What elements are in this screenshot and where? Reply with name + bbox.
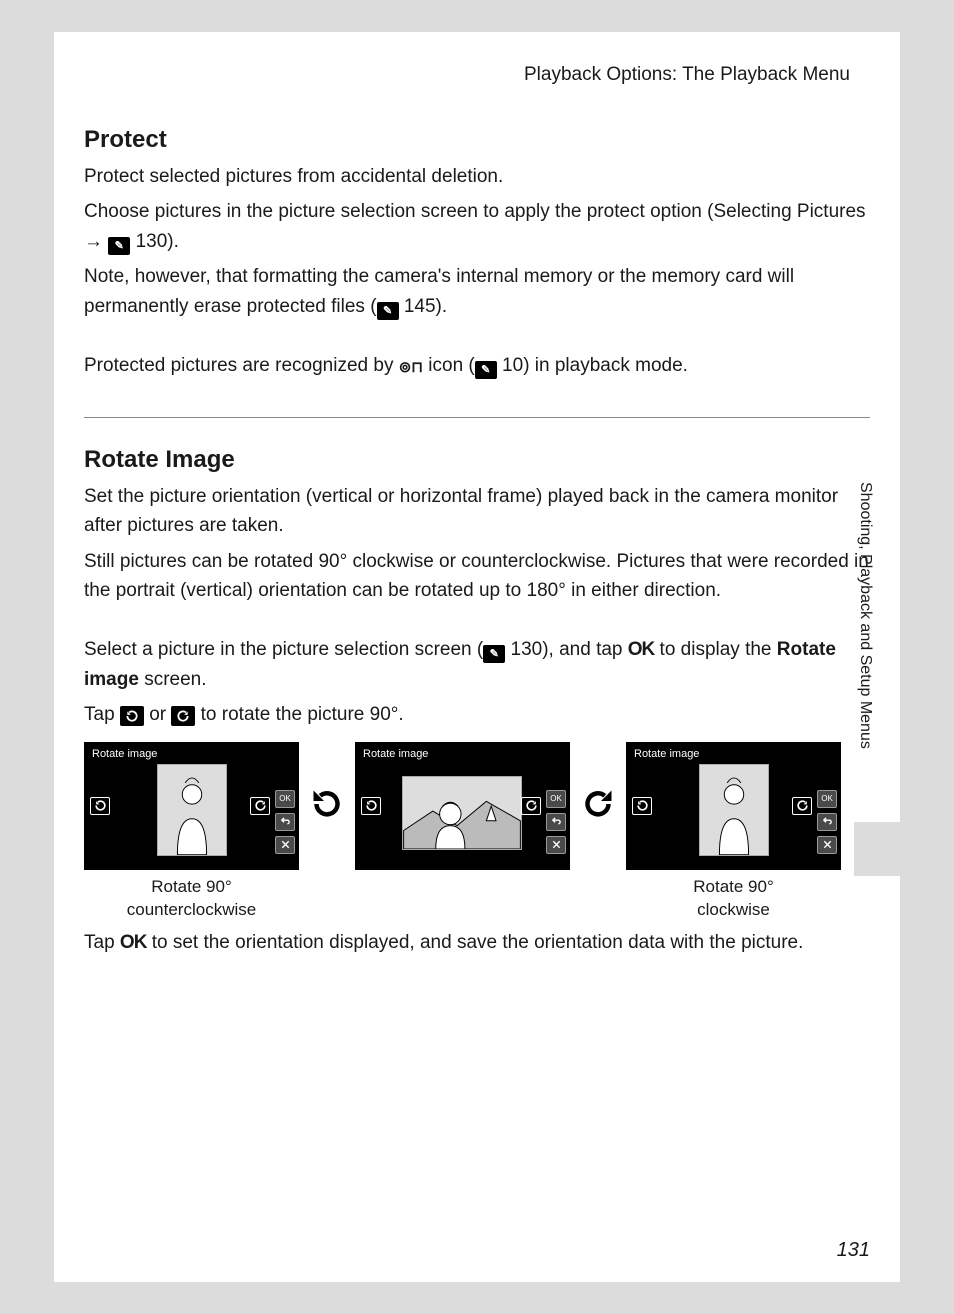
- rotate-p3b: ), and tap: [542, 639, 628, 660]
- rotate-p5a: Tap: [84, 932, 120, 953]
- chapter-header: Playback Options: The Playback Menu: [54, 64, 900, 86]
- screen-title: Rotate image: [363, 748, 428, 760]
- preview-portrait: [699, 764, 769, 856]
- caption-cw-line1: Rotate 90°: [693, 877, 774, 896]
- page-ref-icon: ✎: [475, 361, 497, 379]
- protect-status-icon: ⊚⊓: [399, 356, 423, 379]
- protect-p4: Protected pictures are recognized by ⊚⊓ …: [84, 351, 870, 380]
- page-ref-icon: ✎: [108, 237, 130, 255]
- rotate-p2: Still pictures can be rotated 90° clockw…: [84, 547, 870, 606]
- section-divider: [84, 417, 870, 418]
- rotate-ccw-icon: [120, 706, 144, 726]
- rotate-p3a: Select a picture in the picture selectio…: [84, 639, 483, 660]
- protect-p2a: Choose pictures in the picture selection…: [84, 201, 866, 251]
- rotate-p5: Tap OK to set the orientation displayed,…: [84, 928, 870, 957]
- page-number: 131: [837, 1239, 870, 1262]
- rotate-p4a: Tap: [84, 704, 120, 725]
- page-ref-icon: ✎: [377, 302, 399, 320]
- rotate-screens-row: Rotate image OK Rotate 90° counterclockw…: [84, 742, 870, 922]
- close-button[interactable]: [817, 836, 837, 854]
- ok-button[interactable]: OK: [275, 790, 295, 808]
- side-tab-label: Shooting, Playback and Setup Menus: [856, 482, 874, 749]
- screen-controls: OK: [275, 790, 295, 854]
- caption-cw-line2: clockwise: [697, 900, 770, 919]
- rotate-ccw-button[interactable]: [361, 797, 381, 815]
- back-button[interactable]: [817, 813, 837, 831]
- screen-portrait-right: Rotate image OK Rotate 90° clockwise: [626, 742, 841, 922]
- side-tab-block: [854, 822, 900, 876]
- protect-p2-ref: 130: [136, 231, 168, 252]
- camera-screen: Rotate image OK: [84, 742, 299, 870]
- protect-p4a: Protected pictures are recognized by: [84, 355, 399, 376]
- rotate-cw-icon: [171, 706, 195, 726]
- caption-ccw-line2: counterclockwise: [127, 900, 256, 919]
- rotate-p4c: to rotate the picture 90°.: [195, 704, 403, 725]
- protect-p3-ref: 145: [404, 296, 436, 317]
- camera-screen: Rotate image OK: [355, 742, 570, 870]
- ok-button[interactable]: OK: [817, 790, 837, 808]
- rotate-p5b: to set the orientation displayed, and sa…: [146, 932, 803, 953]
- protect-p2b: ).: [167, 231, 179, 252]
- rotate-heading: Rotate Image: [84, 446, 870, 474]
- close-button[interactable]: [546, 836, 566, 854]
- protect-p2: Choose pictures in the picture selection…: [84, 197, 870, 256]
- caption-ccw-line1: Rotate 90°: [151, 877, 232, 896]
- caption-cw: Rotate 90° clockwise: [693, 876, 774, 922]
- camera-screen: Rotate image OK: [626, 742, 841, 870]
- back-button[interactable]: [275, 813, 295, 831]
- protect-p3b: ).: [436, 296, 448, 317]
- screen-controls: OK: [546, 790, 566, 854]
- rotate-p4: Tap or to rotate the picture 90°.: [84, 700, 870, 729]
- protect-p4b: icon (: [423, 355, 475, 376]
- rotate-p3c: to display the: [654, 639, 777, 660]
- rotate-cw-button[interactable]: [792, 797, 812, 815]
- rotate-p3: Select a picture in the picture selectio…: [84, 635, 870, 694]
- page-content: Protect Protect selected pictures from a…: [54, 126, 900, 957]
- screen-portrait-left: Rotate image OK Rotate 90° counterclockw…: [84, 742, 299, 922]
- screen-title: Rotate image: [634, 748, 699, 760]
- rotate-p3-ref: 130: [511, 639, 543, 660]
- protect-heading: Protect: [84, 126, 870, 154]
- ok-button-glyph: OK: [120, 932, 147, 953]
- arrow-ccw-icon: [309, 786, 345, 822]
- rotate-cw-button[interactable]: [521, 797, 541, 815]
- rotate-ccw-button[interactable]: [632, 797, 652, 815]
- caption-ccw: Rotate 90° counterclockwise: [127, 876, 256, 922]
- ok-button[interactable]: OK: [546, 790, 566, 808]
- ok-button-glyph: OK: [628, 639, 655, 660]
- protect-p4-ref: 10: [502, 355, 523, 376]
- arrow-cw-icon: [580, 786, 616, 822]
- rotate-p3d: screen.: [139, 669, 207, 690]
- preview-landscape: [402, 776, 522, 850]
- screen-controls: OK: [817, 790, 837, 854]
- protect-p4c: ) in playback mode.: [523, 355, 688, 376]
- screen-landscape-center: Rotate image OK: [355, 742, 570, 870]
- page-ref-icon: ✎: [483, 645, 505, 663]
- close-button[interactable]: [275, 836, 295, 854]
- preview-portrait: [157, 764, 227, 856]
- protect-p3: Note, however, that formatting the camer…: [84, 262, 870, 321]
- manual-page: Playback Options: The Playback Menu Prot…: [54, 32, 900, 1282]
- rotate-cw-button[interactable]: [250, 797, 270, 815]
- protect-intro: Protect selected pictures from accidenta…: [84, 162, 870, 191]
- rotate-ccw-button[interactable]: [90, 797, 110, 815]
- rotate-p1: Set the picture orientation (vertical or…: [84, 482, 870, 541]
- rotate-p4b: or: [144, 704, 171, 725]
- back-button[interactable]: [546, 813, 566, 831]
- screen-title: Rotate image: [92, 748, 157, 760]
